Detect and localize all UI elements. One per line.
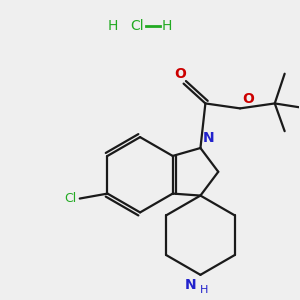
Text: N: N	[185, 278, 197, 292]
Text: H: H	[200, 285, 208, 295]
Text: H: H	[162, 19, 172, 33]
Text: N: N	[202, 131, 214, 145]
Text: Cl: Cl	[130, 19, 144, 33]
Text: O: O	[242, 92, 254, 106]
Text: H: H	[108, 19, 118, 33]
Text: Cl: Cl	[64, 192, 77, 205]
Text: O: O	[175, 67, 187, 81]
